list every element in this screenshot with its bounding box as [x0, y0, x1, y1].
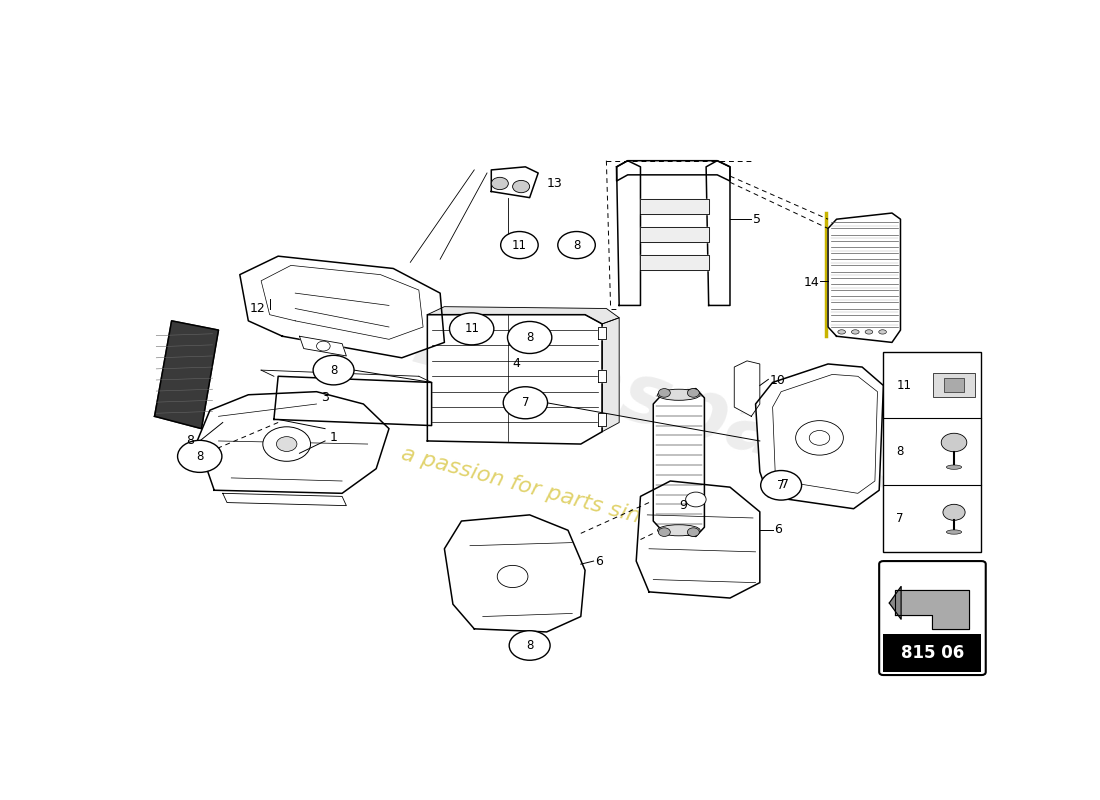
Polygon shape	[427, 314, 602, 444]
Polygon shape	[427, 306, 619, 324]
Text: 13: 13	[547, 177, 562, 190]
Circle shape	[450, 313, 494, 345]
Polygon shape	[598, 327, 606, 339]
FancyBboxPatch shape	[879, 561, 986, 675]
Text: 6: 6	[595, 554, 603, 567]
Circle shape	[317, 341, 330, 351]
Bar	[883, 634, 981, 672]
Polygon shape	[756, 364, 883, 509]
Bar	[883, 352, 981, 552]
Polygon shape	[889, 586, 901, 619]
Polygon shape	[492, 167, 538, 198]
Circle shape	[492, 178, 508, 190]
Circle shape	[943, 504, 965, 520]
Text: 3: 3	[321, 391, 329, 404]
Circle shape	[659, 528, 670, 537]
Ellipse shape	[946, 530, 961, 534]
Text: 7: 7	[913, 438, 922, 450]
Text: 4: 4	[513, 358, 520, 370]
Polygon shape	[299, 336, 346, 356]
Text: 7: 7	[781, 478, 789, 490]
Polygon shape	[154, 321, 219, 429]
Text: 5: 5	[754, 213, 761, 226]
Ellipse shape	[851, 330, 859, 334]
Text: 8: 8	[573, 238, 580, 251]
Bar	[933, 373, 976, 398]
Polygon shape	[895, 590, 969, 629]
Polygon shape	[735, 361, 760, 416]
Circle shape	[795, 421, 844, 455]
Ellipse shape	[946, 465, 961, 470]
Text: 10: 10	[770, 374, 785, 387]
Polygon shape	[598, 414, 606, 426]
Polygon shape	[602, 318, 619, 432]
Ellipse shape	[865, 330, 872, 334]
Circle shape	[509, 630, 550, 660]
Circle shape	[558, 231, 595, 258]
Text: 12: 12	[250, 302, 265, 315]
Text: 7: 7	[778, 479, 785, 492]
Text: 815 06: 815 06	[901, 644, 964, 662]
Polygon shape	[274, 376, 431, 426]
Text: europaspares: europaspares	[294, 270, 936, 514]
Ellipse shape	[838, 330, 846, 334]
Circle shape	[761, 470, 802, 500]
Polygon shape	[617, 161, 640, 306]
Polygon shape	[222, 494, 346, 506]
Text: 14: 14	[804, 275, 820, 289]
Polygon shape	[598, 370, 606, 382]
Polygon shape	[240, 256, 444, 358]
Circle shape	[500, 231, 538, 258]
Text: 8: 8	[526, 639, 534, 652]
Circle shape	[177, 440, 222, 472]
Polygon shape	[197, 392, 389, 494]
Text: 8: 8	[896, 446, 903, 458]
Text: 8: 8	[526, 331, 534, 344]
Text: a passion for parts since 1985: a passion for parts since 1985	[398, 443, 729, 550]
Text: 1: 1	[329, 431, 338, 444]
Text: 7: 7	[521, 396, 529, 410]
Text: 11: 11	[464, 322, 480, 335]
Polygon shape	[444, 515, 585, 632]
Polygon shape	[617, 161, 730, 181]
Circle shape	[276, 437, 297, 451]
Polygon shape	[640, 227, 708, 242]
Text: 7: 7	[896, 512, 904, 525]
Polygon shape	[636, 481, 760, 598]
Polygon shape	[640, 199, 708, 214]
Polygon shape	[640, 255, 708, 270]
Text: 11: 11	[896, 378, 911, 391]
Ellipse shape	[658, 525, 700, 536]
Circle shape	[507, 322, 552, 354]
Circle shape	[513, 180, 530, 193]
Text: 6: 6	[774, 523, 782, 536]
Ellipse shape	[658, 390, 700, 400]
Circle shape	[263, 426, 310, 462]
Circle shape	[659, 389, 670, 398]
Text: 8: 8	[196, 450, 204, 463]
Circle shape	[688, 389, 700, 398]
Circle shape	[942, 434, 967, 452]
Bar	[944, 378, 965, 392]
Circle shape	[810, 430, 829, 446]
Circle shape	[503, 386, 548, 418]
Circle shape	[314, 355, 354, 385]
Circle shape	[688, 528, 700, 537]
Circle shape	[497, 566, 528, 587]
Polygon shape	[828, 213, 901, 342]
Ellipse shape	[879, 330, 887, 334]
Text: 11: 11	[512, 238, 527, 251]
Text: 9: 9	[679, 499, 686, 512]
Polygon shape	[653, 389, 704, 537]
Text: 8: 8	[330, 364, 338, 377]
Text: 8: 8	[187, 434, 195, 447]
Polygon shape	[706, 161, 730, 306]
Circle shape	[685, 492, 706, 507]
